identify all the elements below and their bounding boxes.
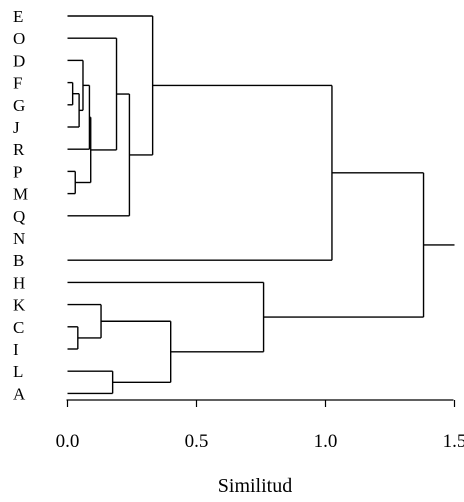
leaf-label-M: M [13, 185, 28, 204]
leaf-label-E: E [13, 7, 23, 26]
leaf-label-O: O [13, 29, 25, 48]
leaf-label-B: B [13, 251, 24, 270]
x-axis-title: Similitud [218, 475, 292, 497]
leaf-label-P: P [13, 162, 22, 181]
leaf-label-I: I [13, 340, 19, 359]
leaf-label-F: F [13, 74, 22, 93]
dendrogram-links [67, 15, 455, 395]
leaf-label-Q: Q [13, 207, 25, 226]
leaf-label-R: R [13, 140, 25, 159]
leaf-label-A: A [13, 384, 26, 403]
leaf-label-G: G [13, 96, 25, 115]
leaf-label-N: N [13, 229, 25, 248]
x-axis: 0.0 0.5 1.0 1.5 [56, 399, 464, 452]
leaf-label-L: L [13, 362, 23, 381]
x-tick-label-1: 0.5 [185, 431, 209, 452]
leaf-label-K: K [13, 296, 26, 315]
leaf-label-J: J [13, 118, 20, 137]
x-tick-label-2: 1.0 [314, 431, 338, 452]
leaf-label-D: D [13, 51, 25, 70]
leaf-label-C: C [13, 318, 24, 337]
x-tick-label-3: 1.5 [443, 431, 464, 452]
leaf-label-H: H [13, 273, 25, 292]
x-tick-label-0: 0.0 [56, 431, 80, 452]
